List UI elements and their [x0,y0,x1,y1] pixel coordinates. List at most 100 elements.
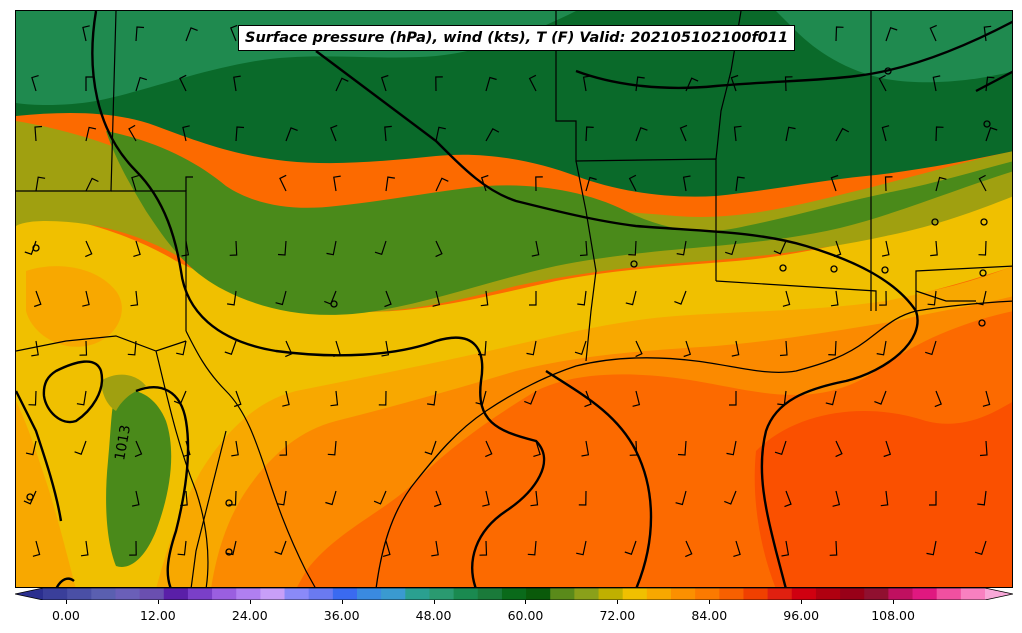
wind-barb [182,440,191,457]
wind-barb [577,290,587,306]
wind-barb [235,126,245,142]
wind-barb [725,240,737,256]
wind-barb [934,390,942,408]
colorbar-swatch [501,588,527,600]
colorbar-swatch [719,588,745,600]
wind-barb [325,490,337,506]
wind-barb [585,126,594,142]
wind-barb [632,390,641,407]
wind-barb [424,440,437,455]
wind-barb [677,440,687,456]
wind-barb [635,340,643,358]
wind-barb [782,290,791,307]
wind-barb [382,540,391,557]
colorbar-swatch [67,588,92,600]
wind-barb [330,124,338,142]
colorbar-tick-mark [157,600,159,604]
wind-barb [82,25,90,42]
colorbar-swatch [163,588,189,600]
wind-barb [529,291,537,306]
temp-patch-mountains-2 [101,374,146,411]
wind-barb [225,540,237,556]
wind-barb [977,490,987,506]
wind-barb [333,340,341,357]
colorbar-swatch [429,588,455,600]
wind-barb [435,76,443,92]
wind-barb [874,390,887,405]
colorbar-swatch [864,588,889,600]
colorbar-swatch [598,588,624,600]
wind-barb [173,390,187,405]
wind-barb [185,27,198,42]
colorbar-swatch [550,588,575,600]
wind-barb [130,290,139,307]
wind-barb [80,540,89,557]
colorbar-swatch [187,588,213,600]
colorbar-tick-label: 60.00 [507,608,544,623]
wind-barb [480,174,489,192]
wind-barb [276,490,287,506]
colorbar-swatch [815,588,841,600]
wind-barb [285,127,298,142]
wind-barb [231,440,239,457]
wind-barb [628,174,637,192]
wind-barb [830,290,839,307]
temperature-colorbar [15,588,1013,600]
wind-barb [285,340,293,358]
wind-barb [674,290,687,305]
colorbar-swatch [477,588,503,600]
gulf-coastline [375,300,1012,587]
wind-barb [935,126,944,142]
wind-barb [724,490,737,505]
wind-barb [880,490,889,507]
colorbar-swatch [357,588,382,600]
temp-patch-west [26,266,122,347]
wind-barb [685,540,693,558]
wind-barb [85,240,93,258]
wind-barb [833,240,842,258]
colorbar-swatch [791,588,817,600]
wind-barb [74,440,87,455]
wind-barb [676,240,687,256]
wind-barb [974,540,987,556]
wind-barb [275,290,287,306]
wind-barb [479,540,488,556]
wind-barb [326,240,337,256]
wind-barb [176,340,187,356]
colorbar-swatch [91,588,117,600]
colorbar-swatch [236,588,261,600]
wind-barb [85,76,93,91]
colorbar-swatch [115,588,141,600]
temp-band-50-ne [776,11,1012,83]
wind-barb [825,390,837,406]
isobar-label: 1013 [112,424,134,462]
wind-barb [884,176,893,192]
wind-barb [784,76,793,92]
wind-barb [535,176,543,192]
colorbar-tick-label: 72.00 [599,608,636,623]
wind-barb [982,390,991,407]
wind-barb [585,176,597,192]
wind-barb [181,240,190,257]
wind-barb [774,440,787,456]
wind-barb [485,127,500,142]
wind-barb [34,290,42,308]
wind-barb [28,390,37,406]
wind-barb [581,440,590,457]
colorbar-tick-label: 0.00 [52,608,80,623]
isobars [16,11,1012,587]
colorbar-swatch [574,588,600,600]
wind-barb [435,240,443,258]
colorbar-tick-label: 108.00 [871,608,915,623]
wind-barb [876,340,887,356]
wind-barb [480,290,489,307]
wind-barb [625,290,637,306]
wind-barb [82,290,90,307]
wind-barb [685,77,699,92]
wind-barb [629,440,638,456]
wind-barb [679,124,688,142]
wind-barb [526,340,537,356]
wind-barb [733,540,741,557]
wind-barb [477,340,487,356]
wind-barb [179,74,187,92]
